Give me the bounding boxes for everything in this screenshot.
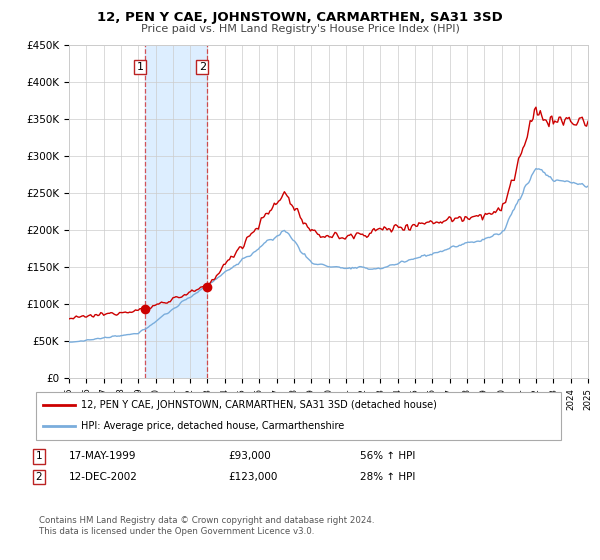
Text: 12, PEN Y CAE, JOHNSTOWN, CARMARTHEN, SA31 3SD (detached house): 12, PEN Y CAE, JOHNSTOWN, CARMARTHEN, SA… [81, 400, 437, 410]
Bar [145, 45, 206, 378]
Text: 2: 2 [35, 472, 43, 482]
Text: £123,000: £123,000 [228, 472, 277, 482]
Text: 17-MAY-1999: 17-MAY-1999 [69, 451, 137, 461]
Text: 12, PEN Y CAE, JOHNSTOWN, CARMARTHEN, SA31 3SD: 12, PEN Y CAE, JOHNSTOWN, CARMARTHEN, SA… [97, 11, 503, 24]
Text: 1: 1 [35, 451, 43, 461]
Text: £93,000: £93,000 [228, 451, 271, 461]
Text: Price paid vs. HM Land Registry's House Price Index (HPI): Price paid vs. HM Land Registry's House … [140, 24, 460, 34]
Text: HPI: Average price, detached house, Carmarthenshire: HPI: Average price, detached house, Carm… [81, 421, 344, 431]
Text: 1: 1 [137, 62, 144, 72]
Text: 56% ↑ HPI: 56% ↑ HPI [360, 451, 415, 461]
Text: 28% ↑ HPI: 28% ↑ HPI [360, 472, 415, 482]
Text: 2: 2 [199, 62, 206, 72]
Text: Contains HM Land Registry data © Crown copyright and database right 2024.
This d: Contains HM Land Registry data © Crown c… [39, 516, 374, 536]
Text: 12-DEC-2002: 12-DEC-2002 [69, 472, 138, 482]
